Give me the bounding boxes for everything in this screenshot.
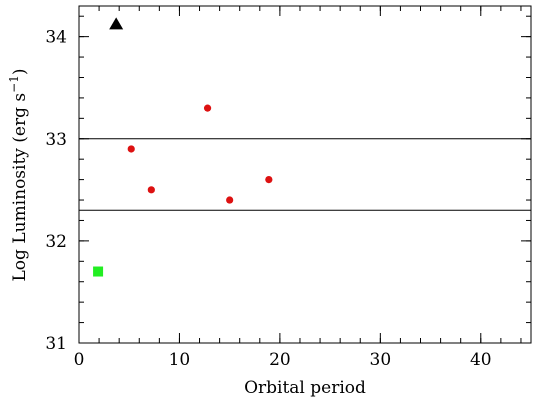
data-point-square [93,266,104,277]
x-axis-label: Orbital period [244,378,366,398]
plot-frame [78,5,532,344]
x-tick-label: 40 [470,350,492,370]
data-point-circle [265,176,273,184]
y-axis-label-main: Log Luminosity (erg s [10,93,30,282]
threshold-lines [79,138,531,211]
x-tick-label: 10 [169,350,191,370]
data-point-circle [127,145,135,153]
y-axis-label: Log Luminosity (erg s−1) [7,69,30,282]
x-tick-label: 20 [269,350,291,370]
data-point-circle [203,104,212,112]
y-axis-label-close: ) [10,69,30,76]
x-tick-label: 30 [370,350,392,370]
data-point-triangle [109,17,124,30]
tick-labels: 0 10 20 30 40 31 32 33 34 [45,28,491,370]
data-points [93,17,273,277]
y-tick-label: 34 [45,28,67,48]
x-tick-label: 0 [74,350,85,370]
y-tick-label: 33 [45,130,67,150]
y-axis-label-exponent: −1 [7,75,21,93]
axis-ticks [78,6,531,344]
y-tick-label: 32 [45,232,67,252]
y-tick-label: 31 [45,334,67,354]
data-point-circle [147,186,155,194]
data-point-circle [226,196,234,204]
